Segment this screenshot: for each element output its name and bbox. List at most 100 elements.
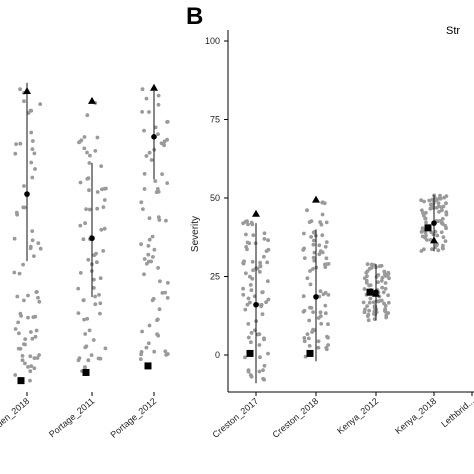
jitter-point (383, 307, 388, 311)
jitter-point (435, 233, 440, 238)
jitter-point (318, 249, 323, 254)
triangle-marker (312, 195, 320, 203)
jitter-point (156, 132, 160, 137)
jitter-point (98, 276, 103, 281)
jitter-point (264, 300, 268, 305)
jitter-point (150, 234, 155, 239)
jitter-point (91, 338, 96, 342)
jitter-point (140, 329, 145, 334)
jitter-point (85, 150, 89, 155)
jitter-point (83, 345, 88, 350)
jitter-point (322, 201, 327, 206)
jitter-point (318, 314, 323, 318)
jitter-point (164, 218, 168, 223)
jitter-point (309, 306, 314, 310)
jitter-point (366, 312, 371, 317)
jitter-point (81, 237, 86, 242)
jitter-point (311, 242, 316, 247)
jitter-point (85, 113, 90, 118)
jitter-point (323, 244, 328, 249)
jitter-point (311, 310, 315, 314)
jitter-point (86, 358, 91, 363)
jitter-point (95, 206, 100, 211)
panel-b-summary-marks (246, 194, 438, 384)
jitter-point (30, 147, 35, 152)
jitter-point (420, 226, 425, 231)
jitter-point (305, 276, 310, 281)
jitter-point (441, 235, 446, 240)
jitter-point (152, 247, 157, 252)
jitter-point (302, 336, 307, 340)
jitter-point (157, 218, 162, 222)
square-marker (17, 377, 25, 385)
jitter-point (367, 266, 372, 271)
jitter-point (241, 286, 246, 291)
jitter-point (436, 201, 441, 206)
jitter-point (429, 230, 434, 235)
jitter-point (302, 231, 306, 236)
jitter-point (22, 184, 26, 188)
jitter-point (85, 316, 90, 321)
jitter-point (35, 290, 39, 294)
square-marker (424, 224, 432, 232)
jitter-point (305, 208, 309, 213)
jitter-point (311, 230, 316, 235)
jitter-point (305, 332, 310, 336)
jitter-point (156, 266, 161, 270)
jitter-point (32, 254, 36, 258)
jitter-point (250, 222, 255, 227)
jitter-point (155, 332, 160, 337)
jitter-point (155, 318, 159, 323)
jitter-point (83, 332, 88, 336)
jitter-point (250, 259, 255, 264)
jitter-point (83, 365, 87, 370)
jitter-point (363, 307, 367, 312)
jitter-point (262, 237, 267, 241)
x-tick-label: Portage_2011 (47, 396, 96, 440)
jitter-point (102, 198, 107, 202)
panel-b-y-label: Severity (190, 216, 201, 252)
jitter-point (12, 236, 17, 241)
jitter-point (18, 311, 23, 316)
jitter-point (255, 266, 260, 271)
jitter-point (93, 302, 98, 307)
jitter-point (265, 260, 270, 265)
jitter-point (246, 368, 251, 373)
jitter-point (76, 311, 81, 315)
jitter-point (151, 255, 155, 259)
x-tick-label: ...rden_2018 (0, 396, 31, 436)
jitter-point (161, 142, 166, 147)
jitter-point (367, 300, 372, 305)
jitter-point (30, 139, 35, 143)
jitter-point (87, 188, 91, 193)
jitter-point (20, 358, 25, 363)
triangle-marker (430, 236, 438, 244)
jitter-point (444, 210, 449, 215)
triangle-marker (372, 289, 380, 297)
jitter-point (326, 335, 330, 340)
jitter-point (142, 272, 146, 277)
jitter-point (28, 246, 33, 251)
mean-point (253, 301, 259, 308)
jitter-point (245, 219, 249, 224)
jitter-point (241, 292, 246, 297)
jitter-point (96, 356, 101, 361)
jitter-point (139, 200, 144, 205)
jitter-point (146, 252, 151, 257)
jitter-point (160, 172, 165, 177)
jitter-point (302, 339, 307, 344)
jitter-point (103, 346, 108, 351)
jitter-point (439, 230, 444, 235)
jitter-point (247, 241, 252, 246)
jitter-point (22, 205, 27, 210)
panel-a-jitter-points (12, 87, 170, 383)
jitter-point (36, 295, 40, 300)
square-marker (306, 349, 314, 357)
jitter-point (423, 230, 428, 235)
jitter-point (440, 246, 445, 250)
jitter-point (257, 369, 262, 374)
jitter-point (139, 242, 144, 247)
panel-a-summary-marks (17, 82, 158, 385)
jitter-point (20, 354, 25, 358)
jitter-point (144, 96, 149, 101)
